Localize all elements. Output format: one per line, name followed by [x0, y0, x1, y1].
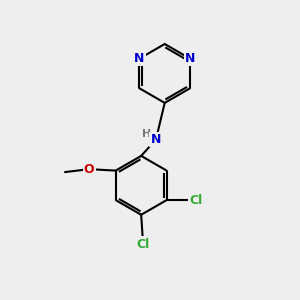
Text: N: N	[151, 133, 161, 146]
Text: Cl: Cl	[136, 238, 149, 251]
Text: H: H	[142, 129, 151, 140]
Text: N: N	[134, 52, 144, 65]
Text: Cl: Cl	[190, 194, 203, 207]
Text: N: N	[185, 52, 195, 65]
Text: O: O	[84, 163, 94, 176]
